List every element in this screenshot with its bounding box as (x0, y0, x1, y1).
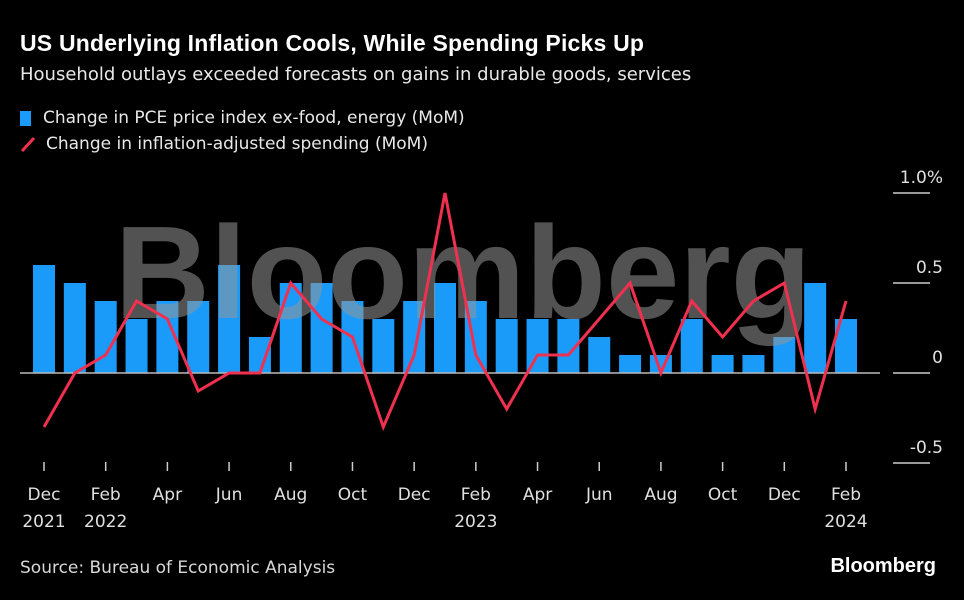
x-tick-label: Feb (831, 485, 861, 505)
chart-subtitle: Household outlays exceeded forecasts on … (20, 64, 692, 85)
x-tick-label: Apr (153, 485, 182, 505)
bloomberg-logo: Bloomberg (830, 555, 936, 577)
pce-bar (156, 301, 179, 373)
legend-item-pce: Change in PCE price index ex-food, energ… (20, 108, 465, 128)
x-tick-label: Aug (644, 485, 677, 505)
x-tick-year: 2022 (84, 512, 127, 532)
pce-bar (187, 301, 210, 373)
x-tick-label: Jun (585, 485, 613, 505)
pce-bar (63, 283, 86, 373)
x-tick-label: Dec (768, 485, 801, 505)
x-tick-label: Feb (461, 485, 491, 505)
pce-bar (218, 265, 241, 373)
watermark: Bloomberg (115, 199, 812, 346)
spending-line (42, 192, 848, 432)
x-tick-label: Dec (28, 485, 61, 505)
pce-bar (557, 319, 580, 373)
pce-bar (372, 319, 395, 373)
pce-bar (279, 283, 302, 373)
x-tick-label: Apr (523, 485, 552, 505)
x-tick-label: Feb (91, 485, 121, 505)
pce-bar (588, 337, 611, 373)
pce-bar (125, 319, 148, 373)
legend-label-spending: Change in inflation-adjusted spending (M… (46, 134, 428, 154)
pce-bar (804, 283, 827, 373)
pce-bar (310, 283, 333, 373)
pce-bar (619, 355, 642, 373)
x-tick-label: Aug (274, 485, 307, 505)
pce-bar (33, 265, 55, 373)
y-tick-label: 1.0% (900, 168, 943, 188)
pce-bar (94, 301, 117, 373)
pce-bar (742, 355, 765, 373)
x-tick-year: 2021 (22, 512, 65, 532)
chart-title: US Underlying Inflation Cools, While Spe… (20, 30, 645, 56)
x-tick-year: 2024 (824, 512, 867, 532)
line-swatch-icon (20, 136, 36, 152)
x-tick-year: 2023 (454, 512, 497, 532)
pce-bar (835, 319, 857, 373)
pce-bar (680, 319, 703, 373)
source-note: Source: Bureau of Economic Analysis (20, 558, 336, 578)
pce-bar (711, 355, 734, 373)
bar-swatch-icon (20, 110, 31, 126)
x-tick-label: Oct (708, 485, 738, 505)
x-tick-label: Dec (398, 485, 431, 505)
x-tick-label: Jun (215, 485, 243, 505)
pce-bar (773, 337, 796, 373)
pce-bar (526, 319, 549, 373)
pce-bar (495, 319, 518, 373)
y-tick-label: 0 (932, 348, 943, 368)
pce-bar (434, 283, 456, 373)
x-tick-label: Oct (338, 485, 368, 505)
y-tick-label: -0.5 (910, 438, 943, 458)
pce-bar (248, 337, 271, 373)
y-tick-label: 0.5 (916, 258, 943, 278)
legend-label-pce: Change in PCE price index ex-food, energ… (43, 108, 465, 128)
legend-item-spending: Change in inflation-adjusted spending (M… (20, 134, 428, 154)
